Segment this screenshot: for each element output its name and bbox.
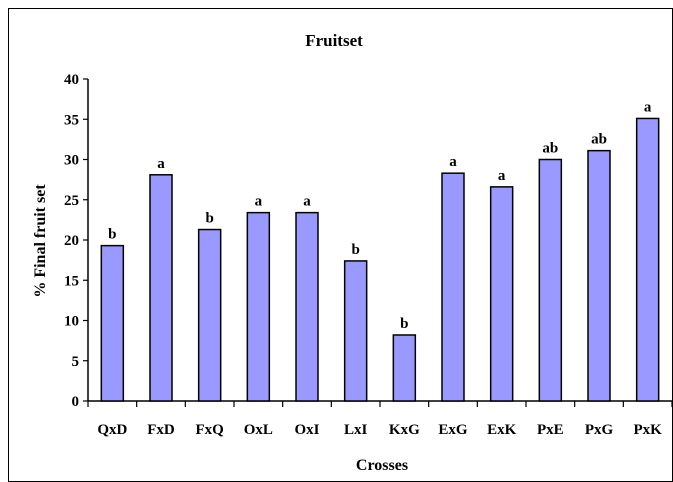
x-category-label: FxQ <box>195 422 224 438</box>
y-tick-label: 10 <box>64 314 79 330</box>
bar <box>295 211 319 402</box>
bar-significance-label: a <box>157 156 165 172</box>
bar <box>246 211 271 402</box>
x-axis-label: Crosses <box>356 457 408 474</box>
bar-significance-label: b <box>400 316 408 332</box>
y-tick-label: 20 <box>64 233 79 249</box>
y-tick-label: 35 <box>64 112 79 128</box>
x-category-label: PxK <box>633 422 662 438</box>
bar-significance-label: ab <box>591 132 607 148</box>
bar <box>100 244 125 402</box>
x-category-label: LxI <box>344 422 368 438</box>
x-category-label: PxG <box>585 422 614 438</box>
bar <box>197 228 222 402</box>
y-tick-label: 40 <box>64 72 79 88</box>
bar-significance-label: ab <box>542 141 558 157</box>
x-category-label: OxL <box>244 422 273 438</box>
bar-significance-label: a <box>255 194 263 210</box>
bar-significance-label: b <box>108 227 116 243</box>
bar <box>343 260 368 402</box>
bar <box>635 117 660 402</box>
x-category-label: KxG <box>389 422 420 438</box>
bar <box>441 172 465 402</box>
x-category-label: FxD <box>147 422 175 438</box>
bar-significance-label: a <box>303 194 311 210</box>
y-tick-label: 0 <box>72 394 80 410</box>
x-category-label: QxD <box>97 422 127 438</box>
bar <box>489 186 514 402</box>
x-category-label: ExG <box>438 422 468 438</box>
bar-significance-label: b <box>351 242 359 258</box>
chart-title: Fruitset <box>305 31 363 50</box>
bar <box>538 158 563 402</box>
y-axis-label: % Final fruit set <box>32 184 49 298</box>
bar <box>392 334 417 402</box>
bar-significance-label: a <box>498 168 506 184</box>
plot-area: 0 5 10 15 20 25 30 35 40 b QxD a FxD b FxQ a OxL a OxI b LxI… <box>64 72 673 438</box>
bar-significance-label: a <box>644 99 652 115</box>
y-tick-label: 30 <box>64 153 79 169</box>
bar <box>149 174 173 402</box>
x-category-label: PxE <box>537 422 564 438</box>
x-category-label: ExK <box>487 422 517 438</box>
y-tick-label: 25 <box>64 193 79 209</box>
y-tick-label: 5 <box>72 354 80 370</box>
bar <box>587 149 611 402</box>
bar-significance-label: a <box>449 154 457 170</box>
x-category-label: OxI <box>294 422 319 438</box>
y-tick-label: 15 <box>64 273 79 289</box>
bar-significance-label: b <box>205 211 213 227</box>
